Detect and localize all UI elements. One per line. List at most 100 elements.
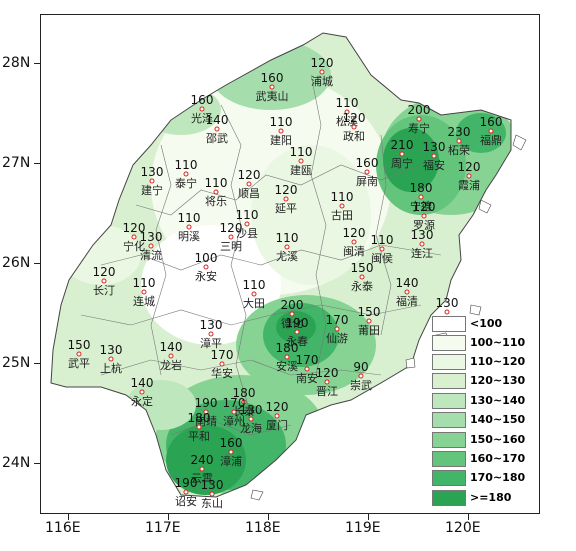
station: 180 平和 (188, 411, 211, 443)
station-name: 周宁 (391, 156, 413, 170)
legend-label: 140~150 (470, 413, 526, 426)
station-name: 龙海 (240, 421, 262, 435)
station-value: 160 (480, 115, 503, 129)
station-name: 漳浦 (220, 454, 242, 468)
station: 130 东山 (201, 478, 224, 510)
station-marker (208, 331, 214, 337)
y-axis-label: 27N (2, 155, 31, 171)
station-value: 150 (358, 305, 381, 319)
station-name: 清流 (140, 248, 162, 262)
station-marker (419, 241, 425, 247)
legend-label: 120~130 (470, 374, 526, 387)
station: 190 永春 (286, 316, 309, 348)
station-marker (199, 106, 205, 112)
station-marker (203, 264, 209, 270)
station: 120 政和 (343, 111, 366, 143)
station-marker (399, 151, 405, 157)
y-axis-label: 25N (2, 355, 31, 371)
legend-label: 100~110 (470, 336, 526, 349)
station-name: 建瓯 (290, 163, 312, 177)
station-value: 160 (356, 156, 379, 170)
station-marker (298, 158, 304, 164)
station-value: 120 (220, 221, 243, 235)
station-value: 110 (336, 96, 359, 110)
station-name: 延平 (275, 202, 297, 215)
station-value: 130 (141, 165, 164, 179)
station: 130 福安 (423, 140, 446, 172)
station-marker (304, 366, 310, 372)
station-marker (334, 326, 340, 332)
x-axis-label: 117E (145, 520, 181, 536)
station-marker (141, 289, 147, 295)
station-marker (416, 116, 422, 122)
station-value: 160 (261, 71, 284, 85)
station-marker (209, 491, 215, 497)
map-canvas: 120浦城160武夷山160光泽140邵武110建阳110松溪120政和200寿… (50, 32, 527, 510)
station-name: 晋江 (316, 385, 338, 398)
station: 120 霞浦 (458, 160, 481, 192)
station-name: 龙岩 (160, 358, 182, 372)
legend-label: 130~140 (470, 394, 526, 407)
station-name: 霞浦 (458, 179, 480, 192)
station-value: 120 (238, 168, 261, 182)
station: 130 上杭 (100, 343, 123, 375)
station-name: 华安 (211, 366, 233, 380)
station-value: 120 (311, 56, 334, 70)
station-marker (431, 153, 437, 159)
station-marker (351, 239, 357, 245)
station: 130 连江 (411, 228, 434, 260)
station-marker (366, 318, 372, 324)
station-name: 莆田 (358, 324, 380, 337)
station-name: 平和 (188, 430, 210, 443)
station: 120 三明 (220, 221, 243, 253)
station-name: 屏南 (356, 175, 378, 188)
station-value: 110 (178, 211, 201, 225)
station-value: 240 (191, 453, 214, 467)
station: 120 长汀 (93, 265, 116, 297)
legend-item: >=180 (432, 488, 540, 508)
station-value: 200 (281, 298, 304, 312)
station-marker (278, 128, 284, 134)
station-name: 福清 (396, 294, 418, 308)
station-marker (149, 178, 155, 184)
legend-item: 160~170 (432, 449, 540, 469)
station-name: 漳平 (200, 336, 222, 350)
legend-item: 170~180 (432, 468, 540, 488)
x-axis-label: 120E (445, 520, 481, 536)
legend-swatch (432, 354, 466, 370)
legend-swatch (432, 451, 466, 467)
station-marker (404, 289, 410, 295)
station-name: 光泽 (191, 111, 213, 125)
x-axis-label: 119E (345, 520, 381, 536)
station-name: 南安 (296, 371, 318, 385)
y-tick (34, 163, 40, 164)
station: 170 南安 (296, 353, 319, 385)
station: 160 光泽 (191, 93, 214, 125)
station-marker (339, 203, 345, 209)
station-value: 130 (240, 403, 263, 417)
station-name: 松溪 (336, 114, 358, 128)
station-name: 浦城 (311, 75, 333, 88)
station-name: 政和 (343, 129, 365, 143)
legend-item: 150~160 (432, 430, 540, 450)
station-value: 110 (290, 145, 313, 159)
station-marker (203, 409, 209, 415)
station: 130 清流 (140, 230, 163, 262)
station-name: 安溪 (276, 359, 298, 373)
y-axis-label: 26N (2, 255, 31, 271)
station-marker (274, 413, 280, 419)
station: 170 漳州 (223, 396, 246, 428)
station: 110 闽侯 (371, 233, 394, 265)
station: 190 南靖 (195, 396, 218, 428)
station-value: 130 (423, 140, 446, 154)
station: 150 永泰 (351, 261, 374, 293)
station-name: 寿宁 (408, 121, 430, 135)
station-value: 200 (408, 103, 431, 117)
station-name: 闽清 (343, 245, 365, 258)
station-value: 180 (276, 341, 299, 355)
station-name: 将乐 (205, 195, 227, 208)
station-marker (228, 234, 234, 240)
station-value: 110 (371, 233, 394, 247)
station: 160 漳浦 (220, 436, 243, 468)
station-marker (294, 329, 300, 335)
